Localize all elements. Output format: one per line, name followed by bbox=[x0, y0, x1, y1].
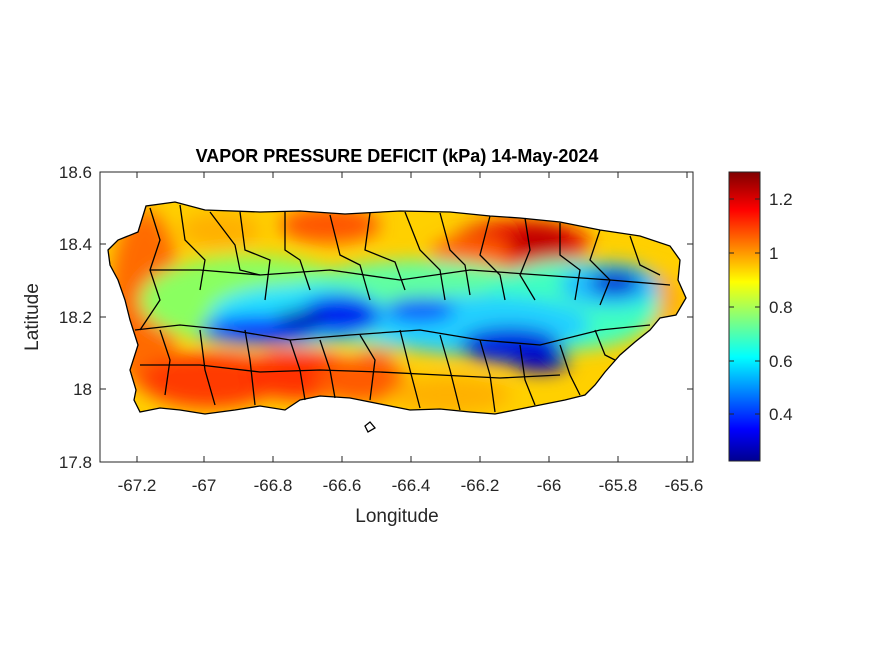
y-tick-label: 18 bbox=[73, 380, 92, 399]
y-axis: 18.6 18.4 18.2 18 17.8 bbox=[59, 163, 693, 472]
colorbar-gradient bbox=[728, 171, 761, 462]
x-tick-label: -67.2 bbox=[118, 476, 157, 495]
colorbar-tick-label: 1.2 bbox=[769, 190, 793, 209]
x-tick-label: -66.2 bbox=[461, 476, 500, 495]
y-axis-label: Latitude bbox=[22, 283, 43, 351]
y-tick-label: 18.6 bbox=[59, 163, 92, 182]
colorbar-tick-label: 0.6 bbox=[769, 352, 793, 371]
y-tick-label: 18.2 bbox=[59, 308, 92, 327]
colorbar-tick-label: 0.8 bbox=[769, 298, 793, 317]
x-tick-label: -65.6 bbox=[665, 476, 704, 495]
x-axis-label: Longitude bbox=[355, 506, 438, 527]
x-tick-label: -66.8 bbox=[254, 476, 293, 495]
colorbar-tick-label: 1 bbox=[769, 244, 778, 263]
colorbar: 1.2 1 0.8 0.6 0.4 bbox=[728, 171, 793, 462]
municipal-boundaries bbox=[107, 201, 687, 433]
x-tick-label: -65.8 bbox=[599, 476, 638, 495]
vpd-field bbox=[108, 202, 686, 414]
x-axis: -67.2 -67 -66.8 -66.6 -66.4 -66.2 -66 -6… bbox=[118, 172, 704, 495]
colorbar-tick-label: 0.4 bbox=[769, 405, 793, 424]
chart-title: VAPOR PRESSURE DEFICIT (kPa) 14-May-2024 bbox=[196, 146, 599, 166]
y-tick-label: 17.8 bbox=[59, 453, 92, 472]
x-tick-label: -66 bbox=[537, 476, 562, 495]
y-tick-label: 18.4 bbox=[59, 235, 92, 254]
x-tick-label: -66.4 bbox=[392, 476, 431, 495]
x-tick-label: -66.6 bbox=[323, 476, 362, 495]
x-tick-label: -67 bbox=[192, 476, 217, 495]
